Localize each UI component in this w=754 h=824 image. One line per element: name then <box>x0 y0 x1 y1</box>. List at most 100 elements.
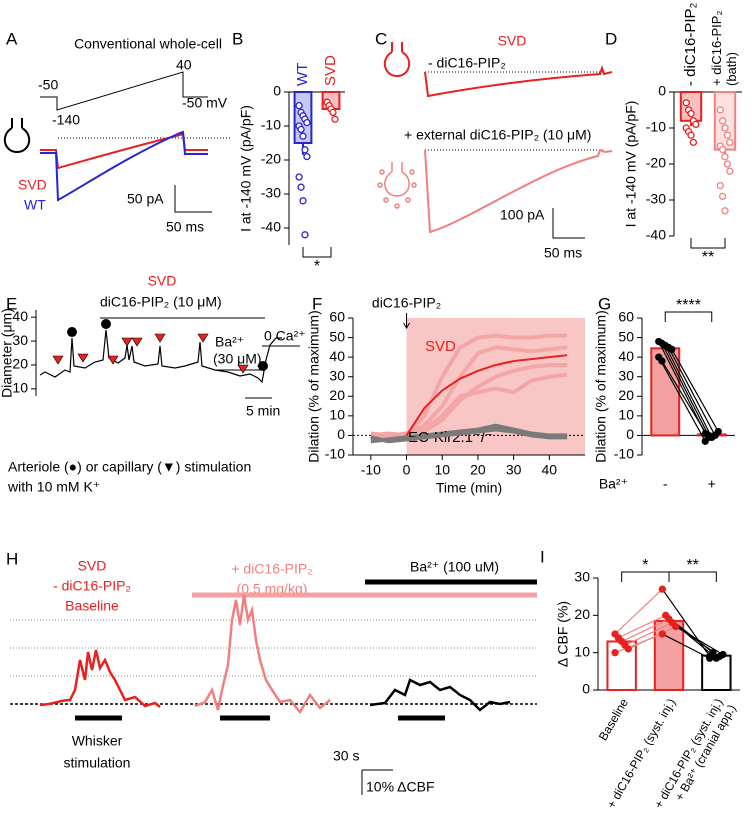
paired-line <box>658 356 706 442</box>
panel-e: E SVD diC16-PIP₂ (10 μM) Ba²⁺ (30 μM) 0 … <box>6 273 306 495</box>
y-axis-label: I at -140 mV (pA/pF) <box>623 101 639 228</box>
category-label: SVD <box>322 55 339 86</box>
data-point <box>714 427 722 436</box>
stimulus-label: Whisker <box>72 733 123 749</box>
panel-c: C SVD - diC16-PIP₂ + external diC16-PIP₂… <box>375 29 613 261</box>
data-point <box>658 630 667 638</box>
series-line <box>405 354 568 436</box>
stimulus-label: stimulation <box>64 755 131 771</box>
cell-icon <box>383 42 411 78</box>
panel-letter: B <box>232 29 243 48</box>
data-point <box>303 118 311 127</box>
panel-letter: I <box>540 547 545 566</box>
x-tick-label: 10 <box>434 462 450 478</box>
y-tick-label: 0 <box>273 83 281 99</box>
paired-line <box>624 622 673 646</box>
paired-line <box>661 343 710 436</box>
cbf-trace <box>369 678 511 712</box>
significance-bracket <box>664 311 713 322</box>
data-point <box>611 649 619 657</box>
data-point <box>299 132 307 140</box>
scale-bar <box>552 208 585 239</box>
data-point <box>716 106 724 114</box>
category-label: + <box>708 476 716 492</box>
paired-line <box>661 588 711 657</box>
scale-bar <box>174 185 212 213</box>
data-point <box>301 231 309 239</box>
y-tick-label: -40 <box>261 219 281 235</box>
scale-label: 50 pA <box>127 191 164 207</box>
data-point <box>295 101 303 110</box>
panel-letter: H <box>6 549 18 568</box>
data-point <box>689 138 698 147</box>
panel-letter: A <box>6 29 18 48</box>
y-tick-label: -30 <box>261 185 281 201</box>
protocol-label: 40 <box>176 57 192 73</box>
paired-line <box>614 633 663 654</box>
y-tick-label: 0 <box>626 426 634 442</box>
data-point <box>704 433 713 442</box>
data-point <box>721 207 729 215</box>
data-point <box>719 650 727 659</box>
y-tick-label: -10 <box>325 446 345 462</box>
paired-line <box>614 588 663 635</box>
data-point <box>329 108 337 117</box>
data-point <box>726 138 734 147</box>
y-tick-label: 0 <box>658 83 666 99</box>
significance-label: ** <box>702 249 714 266</box>
y-tick-label: 50 <box>329 328 345 344</box>
x-tick-label: -10 <box>361 462 381 478</box>
annotation: diC16-PIP₂ <box>372 295 441 311</box>
panel-title: SVD <box>148 273 177 289</box>
data-point <box>658 357 666 365</box>
y-tick-label: -20 <box>261 151 281 167</box>
y-axis-label: Dilation (% of maximum) <box>306 310 322 462</box>
data-point <box>687 131 695 139</box>
y-tick-label: 30 <box>618 367 634 383</box>
condition-label: SVD <box>78 558 107 574</box>
y-tick-label: -10 <box>614 446 634 462</box>
data-point <box>624 645 632 653</box>
annotation: (30 μM) <box>213 351 262 367</box>
scale-label: 100 pA <box>500 207 545 223</box>
significance-label: ** <box>686 557 698 574</box>
significance-bracket <box>690 238 726 249</box>
x-tick-label: 20 <box>470 462 486 478</box>
data-point <box>295 173 303 181</box>
paired-line <box>618 614 666 639</box>
panel-title: SVD <box>498 33 527 49</box>
y-tick-label: 10 <box>618 407 634 423</box>
bar <box>653 619 685 692</box>
protocol-label: -50 mV <box>182 95 228 111</box>
series-line <box>370 427 568 444</box>
data-point <box>303 152 311 161</box>
data-point <box>723 131 732 139</box>
data-point <box>301 146 309 154</box>
protocol-label: -140 <box>52 112 80 128</box>
category-label: Baseline <box>596 696 631 743</box>
cell-icon <box>3 118 31 154</box>
y-tick-label: 40 <box>12 308 28 324</box>
x-axis-label: Ba²⁺ <box>599 476 628 492</box>
y-tick-label: 10 <box>574 643 590 659</box>
paired-line <box>621 618 670 643</box>
scale-label: 5 min <box>246 403 280 419</box>
y-axis-label: Δ CBF (%) <box>555 601 571 667</box>
data-point <box>692 120 700 129</box>
y-tick-label: 30 <box>329 367 345 383</box>
paired-line <box>658 341 706 434</box>
condition-label: Ba²⁺ (100 uM) <box>410 559 499 575</box>
trace-label: + external diC16-PIP₂ (10 μM) <box>404 127 591 143</box>
y-tick-label: 10 <box>12 380 28 396</box>
trace-label: - diC16-PIP₂ <box>428 55 506 71</box>
y-tick-label: -30 <box>646 191 666 207</box>
y-tick-label: 30 <box>574 569 590 585</box>
scale-bar <box>361 769 393 795</box>
wt-trace <box>40 130 208 202</box>
svd-trace <box>40 132 208 170</box>
y-tick-label: 40 <box>329 348 345 364</box>
y-tick-label: 0 <box>337 426 345 442</box>
data-point <box>687 109 695 118</box>
